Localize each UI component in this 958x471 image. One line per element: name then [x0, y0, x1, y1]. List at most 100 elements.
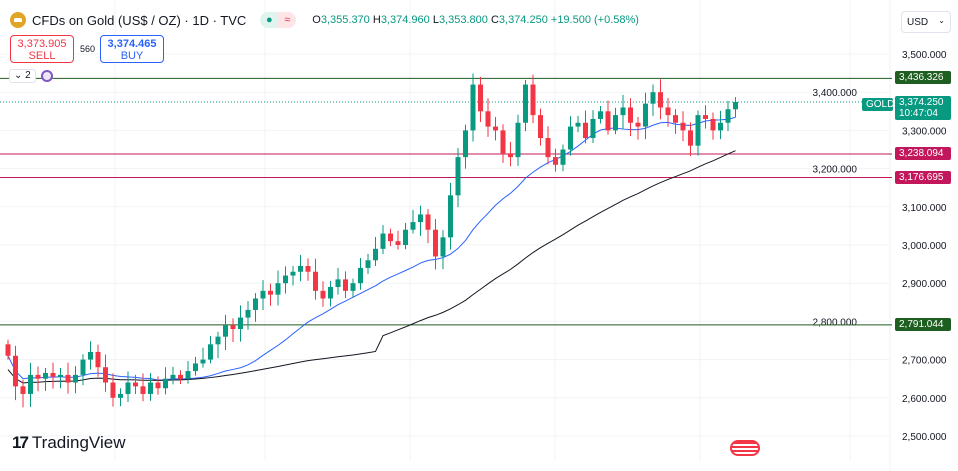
candle-body: [545, 138, 551, 158]
candle: [13, 345, 18, 401]
candle: [155, 376, 161, 395]
y-tick-label: 3,500.000: [902, 50, 947, 61]
candle: [268, 283, 273, 306]
candle-body: [515, 122, 521, 158]
candle-body: [58, 374, 63, 377]
candle-body: [395, 241, 401, 245]
y-tick-label: 2,600.000: [902, 394, 947, 405]
candle: [65, 362, 71, 394]
candle-body: [575, 122, 581, 127]
candle-body: [20, 386, 26, 394]
candle: [530, 74, 536, 124]
candle: [493, 117, 498, 141]
candle: [208, 335, 213, 364]
candle: [43, 368, 48, 391]
candle-body: [635, 122, 641, 127]
ma-slow-line: [7, 150, 736, 384]
candle: [673, 109, 678, 134]
candle-body: [650, 92, 656, 104]
candle: [448, 182, 453, 250]
us-flag-events-icon[interactable]: [730, 440, 760, 456]
symbol-title[interactable]: CFDs on Gold (US$ / OZ) · 1D · TVC: [32, 12, 247, 28]
candle-body: [73, 374, 78, 383]
delayed-data-icon: ≈: [278, 12, 297, 28]
candle: [238, 305, 243, 342]
candle: [680, 111, 686, 142]
candle: [515, 114, 521, 166]
candle: [605, 100, 611, 135]
candle-body: [425, 214, 431, 230]
candle: [478, 76, 483, 122]
candle: [335, 267, 341, 295]
candle: [58, 368, 63, 389]
candle-body: [433, 229, 438, 257]
candle: [628, 98, 633, 137]
candle-body: [350, 283, 356, 291]
candle: [500, 124, 506, 163]
candle-body: [163, 378, 168, 389]
candle: [193, 356, 198, 376]
candle-body: [5, 344, 11, 356]
candle: [118, 388, 123, 407]
candle-body: [590, 118, 596, 139]
candle-body: [320, 290, 326, 299]
candle-body: [223, 325, 228, 337]
candle: [553, 148, 558, 172]
currency-value: USD: [907, 17, 929, 28]
candle-body: [418, 214, 423, 223]
tv-logo-icon: 17: [12, 433, 29, 452]
candle: [140, 373, 146, 402]
indicators-toggle[interactable]: ⌄ 2: [9, 69, 36, 83]
candle-body: [695, 115, 701, 146]
candle-body: [530, 84, 536, 116]
y-tick-label: 2,700.000: [902, 356, 947, 367]
buy-button[interactable]: 3,374.465 BUY: [100, 35, 164, 63]
candle-body: [28, 374, 33, 394]
candle: [538, 108, 543, 146]
candle-body: [80, 359, 86, 375]
candle: [455, 147, 461, 208]
candle-body: [688, 130, 693, 146]
candle: [523, 79, 528, 132]
candle: [320, 281, 326, 307]
candle-body: [455, 157, 461, 196]
market-status[interactable]: ● ≈: [260, 12, 297, 28]
level-price-tag: 3,436.326: [895, 71, 951, 85]
candle-body: [65, 374, 71, 383]
candle-body: [335, 279, 341, 288]
candle-body: [253, 298, 258, 310]
brand-name: TradingView: [31, 433, 126, 452]
currency-select[interactable]: USD ⌄: [901, 11, 951, 33]
candle-body: [103, 367, 108, 383]
candle-body: [410, 222, 416, 230]
buy-label: BUY: [120, 50, 144, 62]
candle: [28, 363, 33, 407]
candle: [313, 258, 318, 300]
candle-body: [605, 111, 611, 131]
candle: [103, 354, 108, 392]
level-price-tag: 2,791.044: [895, 317, 951, 331]
candle: [658, 79, 663, 120]
candle: [545, 126, 551, 165]
tradingview-logo[interactable]: 17 TradingView: [12, 433, 125, 453]
candle: [733, 97, 738, 118]
y-tick-label: 2,800.000: [813, 317, 858, 328]
candle-body: [470, 84, 476, 131]
candle-body: [478, 84, 483, 112]
candle-body: [215, 336, 221, 345]
candle: [35, 366, 41, 392]
candle: [583, 110, 588, 144]
candle-body: [553, 157, 558, 165]
sync-icon[interactable]: [41, 70, 53, 82]
candle: [5, 339, 11, 360]
candle-body: [245, 309, 251, 318]
sell-button[interactable]: 3,373.905 SELL: [10, 35, 74, 63]
candle-body: [485, 111, 491, 127]
candle: [575, 115, 581, 133]
candle-body: [733, 102, 738, 110]
candle-body: [283, 275, 288, 284]
candle-body: [193, 363, 198, 372]
candle-body: [710, 118, 716, 131]
last-price-tag: 3,374.250 10:47:04: [895, 96, 951, 120]
